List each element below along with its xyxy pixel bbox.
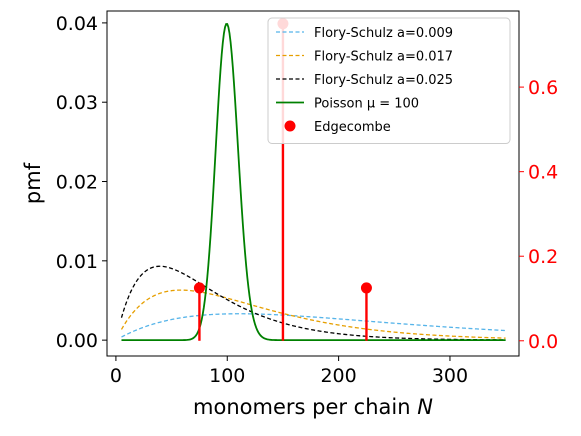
x-axis-title-variable: N — [417, 395, 433, 419]
legend-box — [267, 17, 511, 144]
x-tick-label-2: 100 — [209, 365, 245, 387]
series-line-1 — [121, 313, 506, 338]
x-tick-label-1: 0 — [110, 365, 122, 387]
x-axis-title-text: monomers per chain — [193, 395, 417, 419]
x-tick-label-3: 200 — [320, 365, 356, 387]
x-axis: 0 100 200 300 — [110, 356, 468, 387]
y-axis-right: 0.0 0.2 0.4 0.6 — [519, 77, 558, 353]
y2-tick-label-4: 0.6 — [528, 77, 558, 99]
y-axis-left: 0.00 0.01 0.02 0.03 0.04 — [56, 13, 107, 352]
x-axis-title: monomers per chain N — [193, 395, 433, 419]
legend-label-5: Edgecombe — [314, 120, 391, 135]
y-tick-label-1: 0.00 — [56, 330, 98, 352]
y-tick-label-3: 0.02 — [56, 172, 98, 194]
plot-frame — [106, 10, 520, 357]
y2-tick-label-1: 0.0 — [528, 331, 558, 353]
stem-marker-3 — [360, 282, 372, 294]
legend-marker-5 — [284, 120, 296, 132]
legend-label-1: Flory-Schulz a=0.009 — [314, 26, 453, 41]
series-line-2 — [120, 289, 506, 339]
legend: Flory-Schulz a=0.009 Flory-Schulz a=0.017… — [267, 17, 511, 144]
y2-tick-label-3: 0.4 — [528, 162, 558, 184]
stem-marker-1 — [193, 282, 205, 294]
y-tick-label-5: 0.04 — [56, 13, 98, 35]
y-tick-label-2: 0.01 — [56, 251, 98, 273]
series-line-3 — [120, 265, 506, 341]
series-line-4 — [121, 23, 506, 342]
legend-label-2: Flory-Schulz a=0.017 — [314, 50, 453, 65]
legend-label-3: Flory-Schulz a=0.025 — [314, 73, 453, 88]
y-axis-title: pmf — [21, 162, 45, 204]
legend-label-4: Poisson μ = 100 — [314, 97, 419, 112]
y2-tick-label-2: 0.2 — [528, 246, 558, 268]
x-tick-label-4: 300 — [432, 365, 468, 387]
y-tick-label-4: 0.03 — [56, 92, 98, 114]
